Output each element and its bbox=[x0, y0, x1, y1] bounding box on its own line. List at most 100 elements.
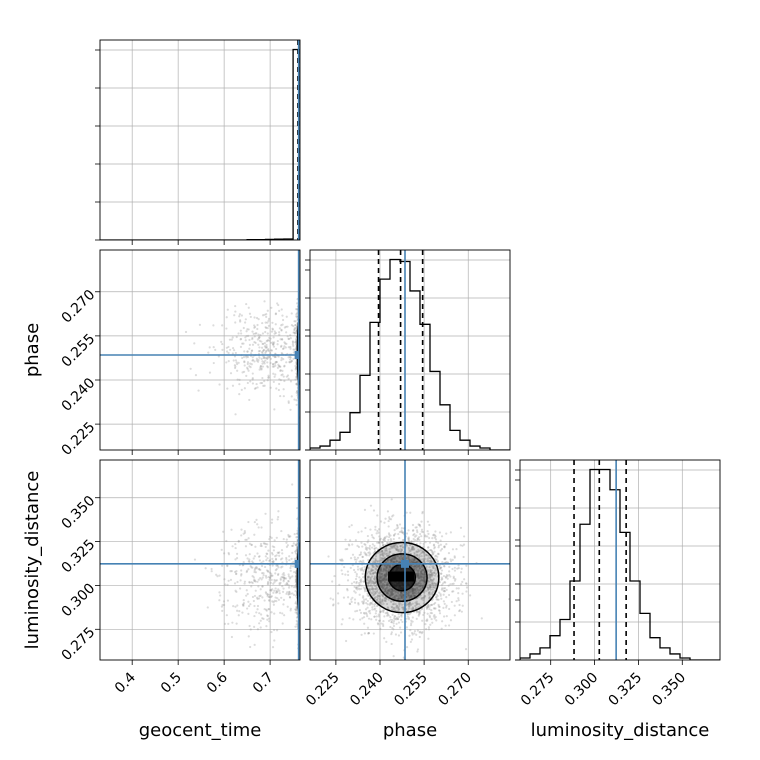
scatter-point bbox=[429, 578, 432, 582]
scatter-point bbox=[370, 568, 373, 571]
scatter-point bbox=[375, 546, 378, 550]
scatter-point bbox=[267, 317, 271, 320]
x-tick-label: 0.5 bbox=[158, 670, 185, 697]
scatter-point bbox=[235, 361, 238, 364]
scatter-point bbox=[275, 536, 278, 539]
scatter-point bbox=[415, 582, 418, 586]
scatter-point bbox=[427, 546, 430, 549]
scatter-point bbox=[401, 608, 405, 611]
scatter-point bbox=[429, 557, 432, 560]
scatter-point bbox=[270, 330, 274, 333]
scatter-point bbox=[385, 583, 389, 586]
scatter-point bbox=[240, 314, 243, 317]
scatter-point bbox=[384, 588, 387, 591]
scatter-point bbox=[249, 362, 252, 365]
scatter-point bbox=[256, 552, 259, 555]
scatter-point bbox=[426, 520, 430, 523]
scatter-point bbox=[382, 582, 385, 586]
scatter-point bbox=[381, 541, 384, 544]
scatter-point bbox=[280, 344, 283, 347]
scatter-point bbox=[360, 584, 363, 587]
scatter-point bbox=[282, 395, 285, 398]
scatter-point bbox=[265, 608, 268, 611]
scatter-point bbox=[423, 580, 427, 583]
scatter-point bbox=[362, 611, 366, 615]
scatter-point bbox=[369, 570, 372, 573]
scatter-point bbox=[376, 514, 379, 517]
scatter-point bbox=[292, 351, 295, 354]
scatter-point bbox=[234, 310, 237, 313]
scatter-point bbox=[247, 604, 251, 608]
scatter-point bbox=[387, 569, 390, 572]
scatter-point bbox=[386, 560, 389, 563]
scatter-point bbox=[281, 318, 285, 322]
scatter-point bbox=[429, 570, 433, 574]
scatter-point bbox=[378, 595, 381, 598]
scatter-point bbox=[393, 618, 396, 621]
scatter-point bbox=[396, 523, 399, 527]
scatter-point bbox=[368, 603, 371, 606]
scatter-point bbox=[385, 592, 389, 595]
scatter-point bbox=[413, 629, 417, 633]
scatter-point bbox=[390, 560, 394, 563]
scatter-point bbox=[254, 580, 257, 583]
scatter-point bbox=[394, 617, 398, 620]
scatter-point bbox=[361, 555, 364, 559]
scatter-point bbox=[440, 588, 443, 591]
scatter-point bbox=[274, 312, 278, 315]
scatter-point bbox=[333, 574, 336, 578]
scatter-point bbox=[267, 376, 270, 379]
scatter-point bbox=[266, 339, 269, 342]
scatter-point bbox=[382, 552, 385, 555]
scatter-point bbox=[259, 594, 262, 597]
scatter-point bbox=[416, 574, 419, 577]
scatter-point bbox=[281, 565, 284, 568]
scatter-point bbox=[268, 593, 271, 596]
scatter-point bbox=[272, 582, 275, 585]
scatter-point bbox=[411, 590, 414, 593]
scatter-point bbox=[393, 595, 396, 598]
scatter-point bbox=[239, 320, 242, 323]
scatter-point bbox=[286, 605, 289, 608]
scatter-point bbox=[284, 342, 287, 345]
x-axis-label-phase: phase bbox=[383, 720, 437, 741]
scatter-point bbox=[294, 585, 297, 588]
scatter-point bbox=[400, 596, 403, 599]
scatter-point bbox=[385, 591, 388, 594]
scatter-point bbox=[437, 598, 440, 601]
scatter-point bbox=[293, 327, 296, 330]
scatter-point bbox=[253, 569, 256, 572]
scatter-point bbox=[278, 331, 281, 334]
scatter-point bbox=[252, 576, 255, 579]
scatter-point bbox=[397, 618, 400, 621]
scatter-point bbox=[294, 323, 297, 327]
scatter-point bbox=[251, 382, 255, 385]
scatter-point bbox=[225, 327, 228, 330]
scatter-point bbox=[425, 628, 428, 631]
scatter-point bbox=[249, 365, 252, 369]
scatter-point bbox=[257, 360, 260, 363]
scatter-point bbox=[373, 615, 376, 618]
scatter-point bbox=[271, 518, 274, 521]
scatter-point bbox=[369, 581, 373, 585]
scatter-point bbox=[272, 372, 275, 375]
scatter-point bbox=[248, 542, 252, 545]
y-tick-label: 0.300 bbox=[59, 580, 99, 620]
scatter-point bbox=[348, 602, 352, 606]
scatter-point bbox=[447, 593, 451, 597]
scatter-point bbox=[448, 607, 451, 611]
scatter-point bbox=[423, 596, 426, 599]
scatter-point bbox=[419, 584, 422, 588]
scatter-point bbox=[365, 601, 368, 605]
scatter-point bbox=[280, 575, 283, 579]
scatter-point bbox=[400, 613, 403, 617]
scatter-point bbox=[457, 567, 460, 570]
scatter-point bbox=[391, 546, 394, 550]
scatter-point bbox=[462, 555, 465, 559]
scatter-point bbox=[372, 571, 375, 575]
scatter-point bbox=[368, 572, 372, 575]
scatter-point bbox=[386, 612, 389, 615]
scatter-point bbox=[264, 321, 267, 324]
scatter-point bbox=[385, 554, 389, 557]
